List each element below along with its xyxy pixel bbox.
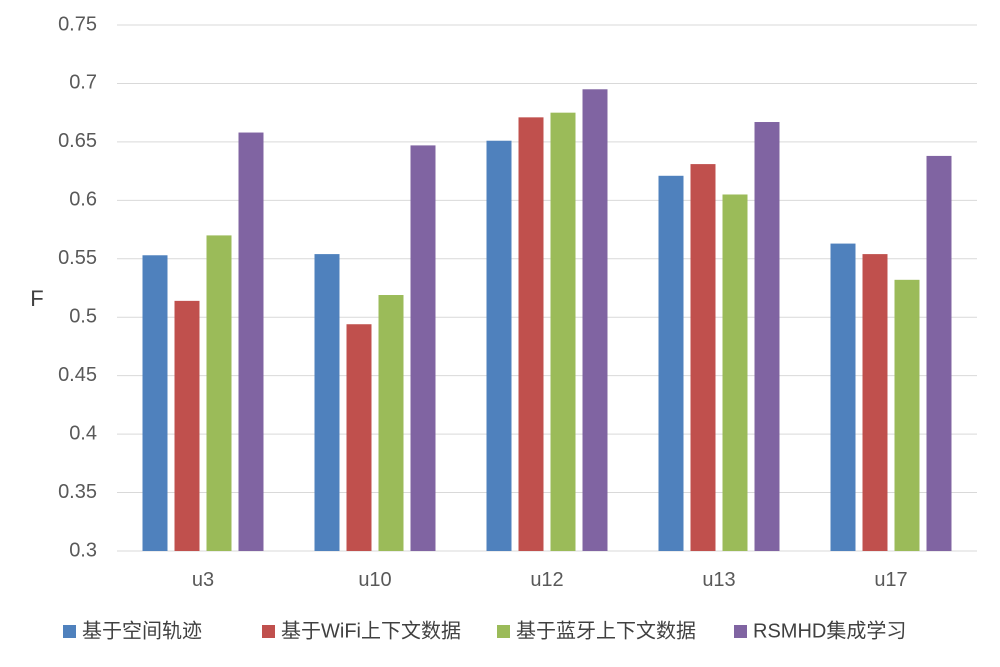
bar-u17-series-4 — [926, 155, 952, 551]
bar-u12-series-2 — [518, 117, 544, 551]
bar-u13-series-1 — [658, 175, 684, 551]
x-axis-ticks: u3 u10 u12 u13 u17 — [192, 569, 908, 591]
x-tick-label: u13 — [702, 569, 735, 591]
y-tick-label: 0.35 — [58, 481, 97, 503]
legend-label-4: RSMHD集成学习 — [753, 619, 906, 642]
y-tick-label: 0.5 — [69, 306, 97, 328]
y-tick-label: 0.45 — [58, 364, 97, 386]
y-tick-label: 0.7 — [69, 72, 97, 94]
bar-u12-series-4 — [582, 89, 608, 552]
legend-label-1: 基于空间轨迹 — [82, 619, 202, 642]
legend-label-2: 基于WiFi上下文数据 — [281, 619, 461, 642]
x-tick-label: u17 — [874, 569, 907, 591]
legend-swatch-3 — [497, 625, 510, 638]
bar-u10-series-3 — [378, 295, 404, 551]
bar-u17-series-2 — [862, 254, 888, 551]
y-axis-label: F — [30, 286, 43, 311]
bar-u13-series-3 — [722, 194, 748, 551]
bar-u13-series-4 — [754, 122, 780, 552]
y-tick-label: 0.6 — [69, 189, 97, 211]
y-axis-ticks: 0.3 0.35 0.4 0.45 0.5 0.55 0.6 0.65 0.7 0.75 — [58, 13, 97, 561]
x-tick-label: u3 — [192, 569, 214, 591]
legend-swatch-4 — [734, 625, 747, 638]
legend-label-3: 基于蓝牙上下文数据 — [516, 619, 696, 642]
legend-swatch-1 — [63, 625, 76, 638]
bars — [142, 89, 952, 552]
bar-u12-series-1 — [486, 140, 512, 551]
bar-u10-series-4 — [410, 145, 436, 551]
bar-u3-series-2 — [174, 300, 200, 551]
bar-u10-series-2 — [346, 324, 372, 551]
x-tick-label: u10 — [358, 569, 391, 591]
legend-swatch-2 — [262, 625, 275, 638]
bar-u17-series-3 — [894, 279, 920, 551]
y-tick-label: 0.75 — [58, 13, 97, 35]
bar-u3-series-1 — [142, 255, 168, 551]
y-tick-label: 0.65 — [58, 130, 97, 152]
bar-u10-series-1 — [314, 254, 340, 551]
bar-u12-series-3 — [550, 112, 576, 552]
y-tick-label: 0.3 — [69, 539, 97, 561]
y-tick-label: 0.55 — [58, 247, 97, 269]
bar-u13-series-2 — [690, 164, 716, 551]
bar-u3-series-4 — [238, 132, 264, 551]
bar-u17-series-1 — [830, 243, 856, 552]
bar-u3-series-3 — [206, 235, 232, 551]
y-tick-label: 0.4 — [69, 422, 97, 444]
x-tick-label: u12 — [530, 569, 563, 591]
legend: 基于空间轨迹 基于WiFi上下文数据 基于蓝牙上下文数据 RSMHD集成学习 — [63, 619, 906, 642]
